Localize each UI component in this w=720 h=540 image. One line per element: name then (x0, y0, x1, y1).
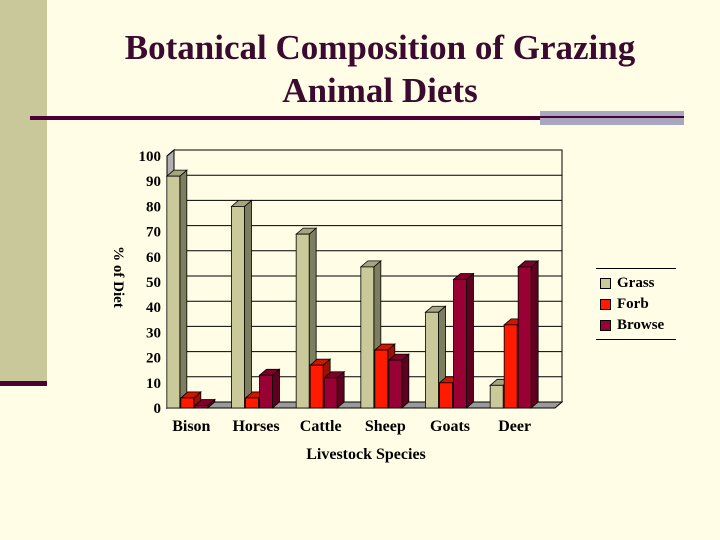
x-tick-label: Sheep (365, 418, 406, 435)
bar-grass-bison (165, 169, 188, 409)
slide-title-line-1: Botanical Composition of Grazing (124, 28, 636, 67)
y-tick-label: 100 (139, 149, 162, 165)
y-tick-label: 0 (154, 401, 162, 417)
legend-label-grass: Grass (617, 274, 655, 291)
y-tick-label: 60 (146, 250, 161, 266)
slide-title-line-2: Animal Diets (282, 71, 478, 110)
bar-browse-sheep (387, 353, 410, 409)
legend-swatch-browse (600, 319, 611, 331)
bar-browse-cattle (323, 370, 346, 409)
y-axis-label: % of Diet (110, 246, 126, 308)
bar-grass-horses (230, 199, 253, 409)
legend-swatch-forb (600, 298, 611, 310)
legend-label-forb: Forb (617, 295, 649, 312)
legend-item-browse: Browse (600, 316, 664, 334)
bar-browse-horses (258, 368, 281, 409)
legend-label-browse: Browse (617, 316, 665, 333)
y-tick-label: 90 (146, 174, 161, 190)
chart-legend: Grass Forb Browse (596, 268, 676, 340)
y-tick-label: 80 (146, 199, 161, 215)
legend-swatch-grass (600, 277, 611, 289)
x-tick-label: Goats (430, 418, 470, 435)
y-tick-label: 50 (146, 275, 161, 291)
slide-decor-band-base (0, 381, 47, 386)
y-tick-label: 10 (146, 376, 161, 392)
x-tick-label: Bison (172, 418, 210, 435)
x-tick-label: Horses (232, 418, 279, 435)
x-tick-label: Cattle (300, 418, 342, 435)
title-rule-accent (540, 111, 684, 125)
slide-decor-band (0, 0, 47, 381)
bar-browse-deer (517, 260, 540, 409)
title-rule (30, 116, 540, 120)
y-tick-label: 70 (146, 225, 161, 241)
y-tick-label: 30 (146, 325, 161, 341)
bar-browse-bison (193, 398, 216, 409)
legend-item-grass: Grass (600, 274, 655, 292)
gridline-side (166, 149, 175, 157)
slide-title: Botanical Composition of Grazing Animal … (60, 26, 700, 112)
bar-forb-goats (438, 375, 461, 409)
x-axis-label: Livestock Species (306, 446, 426, 463)
x-tick-label: Deer (498, 418, 531, 435)
bar-browse-goats (452, 272, 475, 409)
y-tick-label: 40 (146, 300, 161, 316)
title-rule-accent-line (540, 116, 684, 118)
y-tick-label: 20 (146, 351, 161, 367)
legend-item-forb: Forb (600, 295, 649, 313)
